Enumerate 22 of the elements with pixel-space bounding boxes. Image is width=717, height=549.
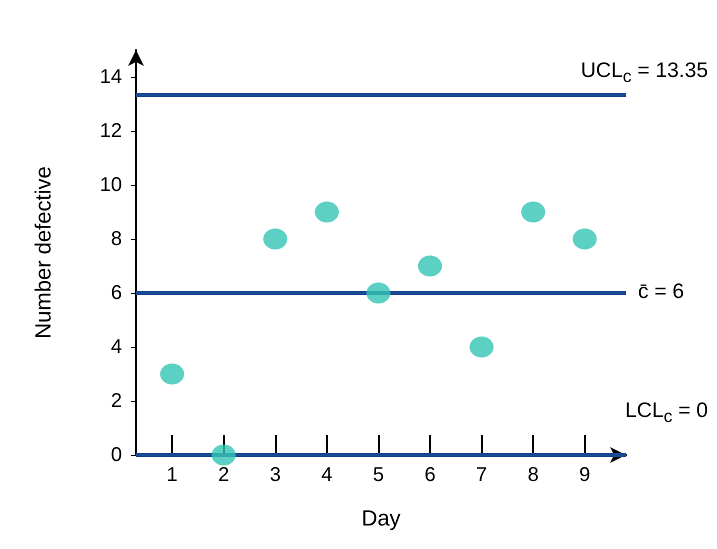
y-tick-label: 14 — [100, 66, 122, 88]
x-tick-label: 4 — [321, 464, 332, 486]
x-tick-label: 9 — [579, 464, 590, 486]
x-tick-label: 2 — [218, 464, 230, 486]
ref-line-label: c̄ = 6 — [638, 280, 684, 304]
x-axis-title: Day — [361, 506, 401, 530]
x-tick-label: 3 — [270, 464, 281, 486]
x-tick-label: 7 — [476, 464, 488, 486]
y-axis-title: Number defective — [30, 166, 56, 339]
x-tick-label: 6 — [424, 464, 436, 486]
y-tick-label: 2 — [110, 390, 122, 412]
y-tick-label: 0 — [110, 444, 122, 466]
y-tick-label: 8 — [110, 228, 122, 250]
y-tick-label: 12 — [100, 120, 122, 142]
x-tick-label: 5 — [372, 464, 384, 486]
y-tick-label: 4 — [110, 336, 122, 358]
ref-line-label: LCL$_{c}$ = 0 — [625, 399, 708, 428]
y-tick-label: 10 — [100, 174, 122, 196]
y-tick-label: 6 — [110, 282, 122, 304]
x-tick-label: 8 — [528, 464, 539, 486]
ref-line-label: UCL$_{c}$ = 13.35 — [580, 58, 708, 88]
x-tick-label: 1 — [166, 464, 178, 486]
